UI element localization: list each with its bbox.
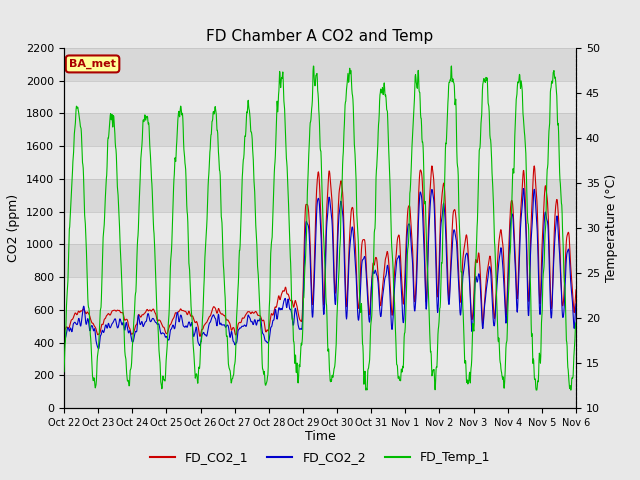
Bar [64,81,576,113]
Bar [64,179,576,212]
Bar [64,343,576,375]
X-axis label: Time: Time [305,431,335,444]
Text: BA_met: BA_met [69,59,116,69]
Bar [64,146,576,179]
Legend: FD_CO2_1, FD_CO2_2, FD_Temp_1: FD_CO2_1, FD_CO2_2, FD_Temp_1 [145,446,495,469]
Y-axis label: Temperature (°C): Temperature (°C) [605,174,618,282]
Bar [64,277,576,310]
Bar [64,375,576,408]
Bar [64,244,576,277]
Bar [64,113,576,146]
Bar [64,212,576,244]
Title: FD Chamber A CO2 and Temp: FD Chamber A CO2 and Temp [206,29,434,44]
Bar [64,310,576,343]
Bar [64,48,576,81]
Y-axis label: CO2 (ppm): CO2 (ppm) [8,194,20,262]
